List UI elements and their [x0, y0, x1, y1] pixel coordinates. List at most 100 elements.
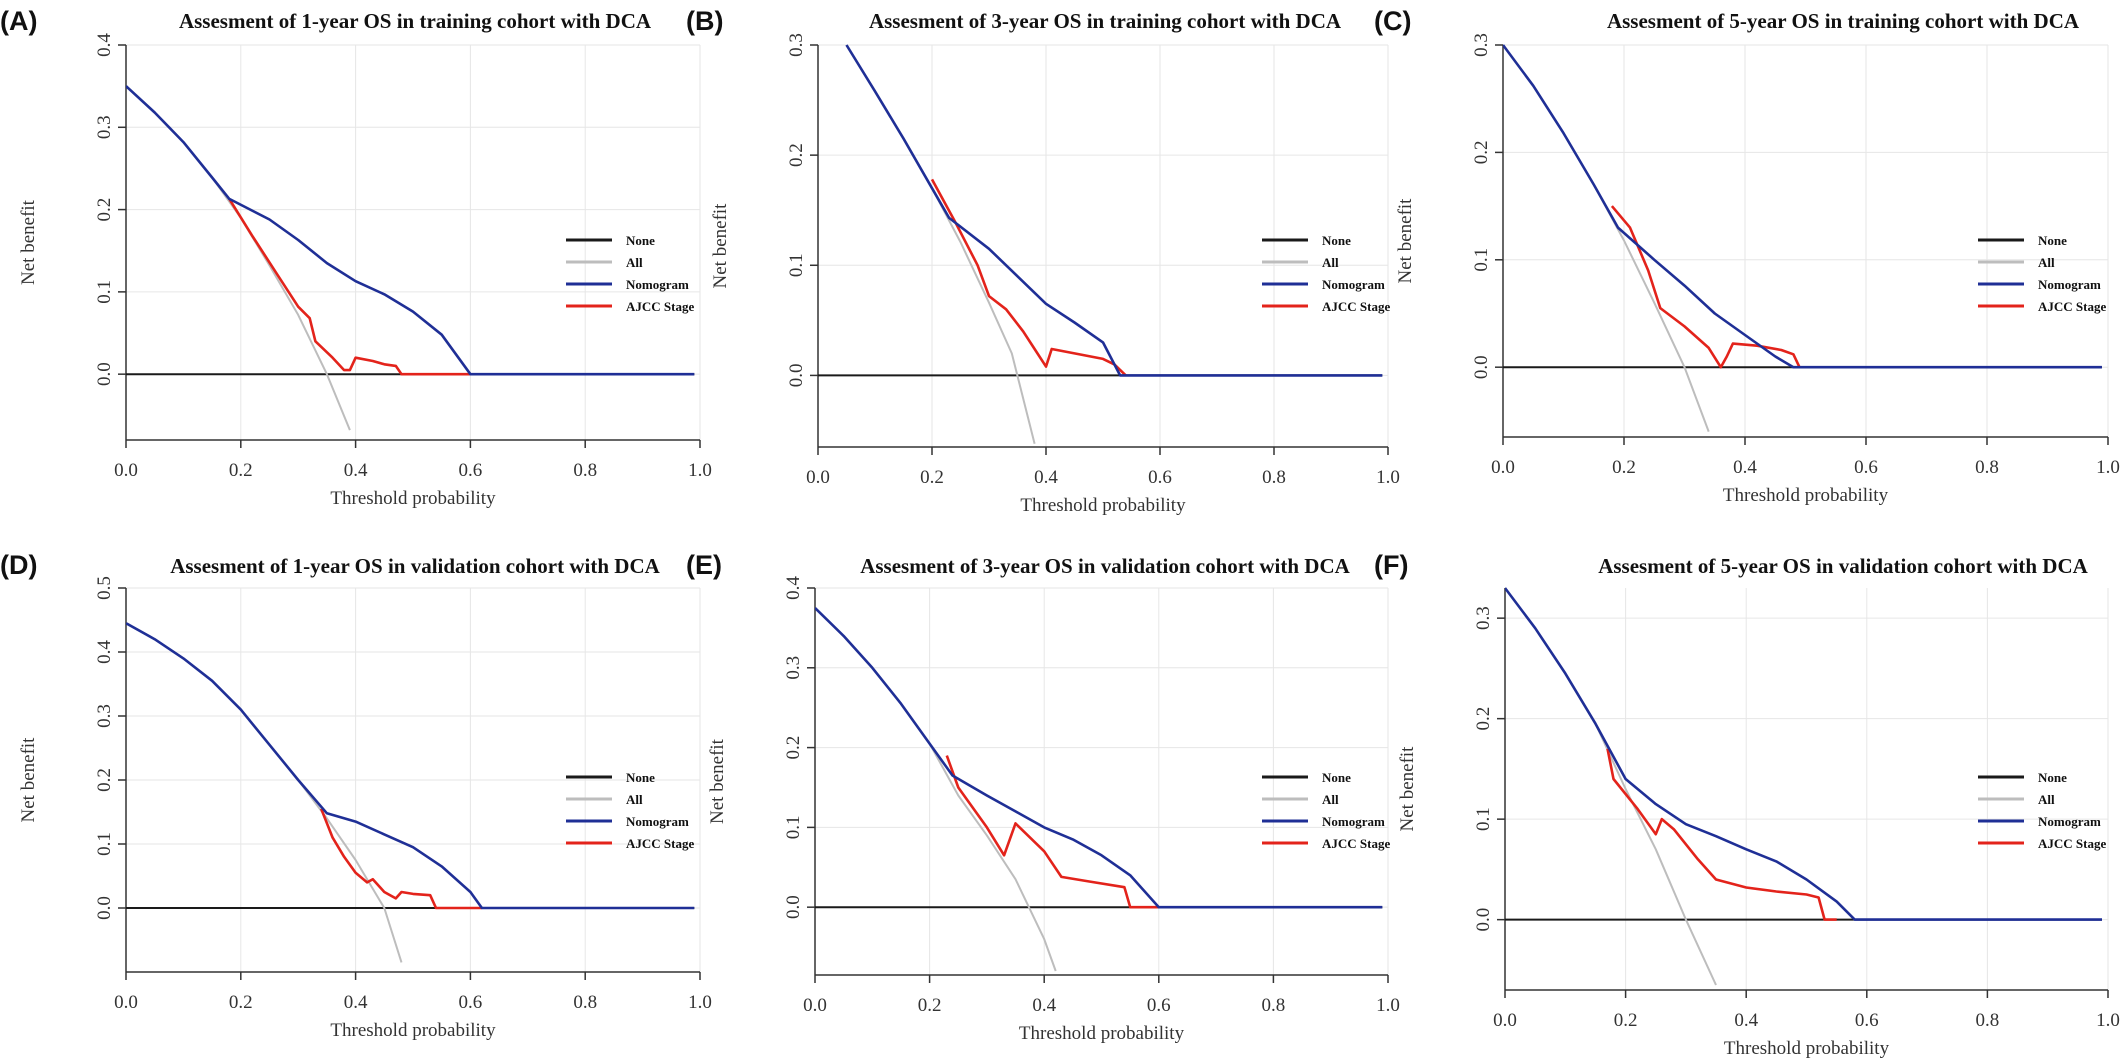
series-line-nomogram: [1503, 44, 2102, 369]
x-tick-label: 0.4: [1032, 995, 1056, 1016]
y-tick-label: 0.1: [94, 832, 115, 856]
x-tick-label: 0.2: [1612, 457, 1636, 478]
legend-label: Nomogram: [1322, 277, 1385, 292]
legend-label: AJCC Stage: [1322, 299, 1390, 314]
chart-title: Assesment of 1-year OS in training cohor…: [179, 9, 652, 33]
chart-panel-c: 0.0 0.2 0.4 0.6 0.8 1.0 0.0 0.1 0.2 0.3 Threshold …: [1374, 6, 2120, 506]
legend: None All Nomogram AJCC Stage: [566, 770, 694, 851]
y-tick-label: 0.1: [1471, 248, 1492, 272]
legend-label: All: [1322, 255, 1339, 270]
y-axis-label: Net benefit: [710, 203, 731, 289]
legend-label: Nomogram: [626, 277, 689, 292]
y-tick-label: 0.0: [783, 895, 804, 919]
x-tick-label: 0.8: [1262, 467, 1286, 488]
legend: None All Nomogram AJCC Stage: [1262, 233, 1390, 314]
x-axis-label: Threshold probability: [1723, 485, 1889, 506]
legend-label: AJCC Stage: [626, 299, 694, 314]
legend-label: None: [1322, 233, 1351, 248]
legend-label: None: [1322, 770, 1351, 785]
legend-label: All: [626, 792, 643, 807]
chart-panel-b: 0.0 0.2 0.4 0.6 0.8 1.0 0.0 0.1 0.2 0.3 Threshold …: [686, 6, 1400, 516]
series-line-ajcc-stage: [945, 755, 1159, 909]
y-tick-label: 0.2: [94, 768, 115, 792]
x-tick-label: 1.0: [688, 992, 712, 1013]
x-tick-label: 0.8: [573, 460, 597, 481]
y-tick-label: 0.3: [94, 704, 115, 728]
legend-label: Nomogram: [1322, 814, 1385, 829]
y-tick-label: 0.4: [94, 640, 115, 664]
x-tick-label: 0.2: [1614, 1010, 1638, 1031]
x-axis-label: Threshold probability: [1724, 1038, 1890, 1059]
x-tick-label: 0.6: [1148, 467, 1172, 488]
y-tick-label: 0.2: [94, 198, 115, 222]
legend-label: None: [626, 233, 655, 248]
legend-label: AJCC Stage: [2038, 836, 2106, 851]
x-tick-label: 0.6: [1147, 995, 1171, 1016]
series-line-nomogram: [1505, 587, 2102, 921]
panel-letter: (A): [0, 6, 37, 36]
x-tick-label: 0.2: [918, 995, 942, 1016]
legend-label: All: [1322, 792, 1339, 807]
panel-letter: (F): [1374, 550, 1408, 580]
series-line-all: [815, 607, 1057, 972]
series-line-ajcc-stage: [319, 808, 482, 910]
y-tick-label: 0.0: [94, 362, 115, 386]
legend-label: All: [626, 255, 643, 270]
x-tick-label: 1.0: [2096, 457, 2120, 478]
x-tick-label: 0.0: [1491, 457, 1515, 478]
x-tick-label: 0.8: [1975, 457, 1999, 478]
y-tick-label: 0.5: [94, 576, 115, 600]
legend: None All Nomogram AJCC Stage: [1262, 770, 1390, 851]
y-tick-label: 0.2: [1473, 707, 1494, 731]
series-line-nomogram: [126, 622, 695, 910]
legend-label: Nomogram: [2038, 814, 2101, 829]
series-line-nomogram: [845, 44, 1383, 377]
series-line-ajcc-stage: [930, 178, 1127, 377]
x-tick-label: 0.4: [1034, 467, 1058, 488]
y-tick-label: 0.0: [1473, 908, 1494, 932]
series-line-nomogram: [126, 85, 695, 376]
series-line-all: [126, 622, 403, 963]
legend: None All Nomogram AJCC Stage: [566, 233, 694, 314]
x-tick-label: 0.8: [1976, 1010, 2000, 1031]
legend-label: AJCC Stage: [626, 836, 694, 851]
legend-label: All: [2038, 255, 2055, 270]
x-tick-label: 0.2: [229, 992, 253, 1013]
chart-panel-e: 0.0 0.2 0.4 0.6 0.8 1.0 0.0 0.1 0.2 0.3 0.4 Thresho…: [686, 550, 1400, 1044]
series-line-all: [1503, 44, 1710, 432]
x-axis-label: Threshold probability: [330, 1020, 496, 1041]
y-tick-label: 0.3: [783, 656, 804, 680]
y-tick-label: 0.2: [783, 736, 804, 760]
x-tick-label: 0.0: [114, 992, 138, 1013]
x-tick-label: 0.4: [1734, 1010, 1758, 1031]
chart-title: Assesment of 3-year OS in training cohor…: [869, 9, 1342, 33]
series-line-ajcc-stage: [228, 198, 471, 376]
x-tick-label: 0.0: [806, 467, 830, 488]
y-axis-label: Net benefit: [1395, 198, 1416, 284]
chart-title: Assesment of 5-year OS in validation coh…: [1598, 554, 2088, 578]
series-line-all: [845, 44, 1036, 444]
x-tick-label: 1.0: [1376, 467, 1400, 488]
y-tick-label: 0.3: [1473, 606, 1494, 630]
y-axis-label: Net benefit: [707, 738, 728, 824]
chart-title: Assesment of 5-year OS in training cohor…: [1607, 9, 2080, 33]
chart-title: Assesment of 1-year OS in validation coh…: [170, 554, 660, 578]
x-tick-label: 0.6: [459, 460, 483, 481]
legend: None All Nomogram AJCC Stage: [1978, 233, 2106, 314]
y-tick-label: 0.0: [786, 364, 807, 388]
x-tick-label: 1.0: [688, 460, 712, 481]
legend-label: None: [2038, 233, 2067, 248]
panel-letter: (B): [686, 6, 723, 36]
x-tick-label: 0.0: [803, 995, 827, 1016]
panel-letter: (E): [686, 550, 722, 580]
chart-title: Assesment of 3-year OS in validation coh…: [860, 554, 1350, 578]
y-tick-label: 0.3: [786, 33, 807, 57]
y-tick-label: 0.1: [94, 280, 115, 304]
y-tick-label: 0.2: [786, 143, 807, 167]
y-tick-label: 0.0: [1471, 355, 1492, 379]
x-tick-label: 0.6: [1854, 457, 1878, 478]
x-tick-label: 0.2: [920, 467, 944, 488]
series-line-nomogram: [815, 606, 1383, 909]
x-axis-label: Threshold probability: [330, 488, 496, 509]
x-tick-label: 1.0: [2096, 1010, 2120, 1031]
